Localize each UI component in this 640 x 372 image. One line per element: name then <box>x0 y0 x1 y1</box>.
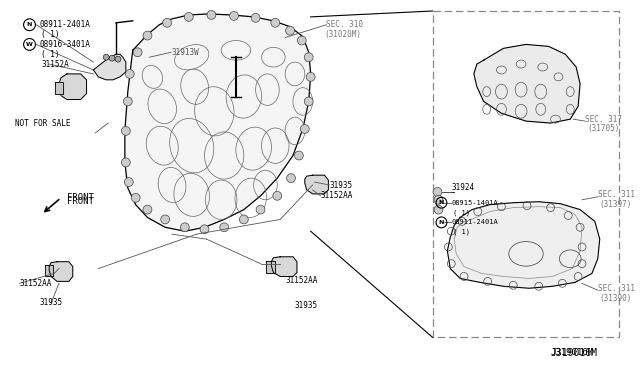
Circle shape <box>285 26 294 35</box>
Polygon shape <box>59 74 86 99</box>
Text: FRONT: FRONT <box>67 197 93 206</box>
Circle shape <box>273 192 282 200</box>
Circle shape <box>287 174 296 183</box>
Text: ( 1): ( 1) <box>42 30 60 39</box>
Circle shape <box>220 223 228 232</box>
Text: J319016M: J319016M <box>550 348 593 357</box>
Text: 31935: 31935 <box>295 301 318 311</box>
Text: NOT FOR SALE: NOT FOR SALE <box>15 119 70 128</box>
Circle shape <box>133 48 142 57</box>
Text: SEC. 310: SEC. 310 <box>326 20 364 29</box>
Circle shape <box>294 151 303 160</box>
Text: N: N <box>439 200 444 205</box>
Polygon shape <box>305 175 328 194</box>
Circle shape <box>271 18 280 27</box>
Polygon shape <box>45 264 53 276</box>
Text: J319016M: J319016M <box>550 348 598 358</box>
Circle shape <box>298 36 307 45</box>
Text: ( 1): ( 1) <box>453 229 470 235</box>
Circle shape <box>434 205 443 214</box>
Polygon shape <box>55 82 63 94</box>
Circle shape <box>163 18 172 27</box>
Text: SEC. 311: SEC. 311 <box>598 284 635 293</box>
Circle shape <box>434 195 443 204</box>
Text: FRONT: FRONT <box>67 193 93 202</box>
Circle shape <box>256 205 265 214</box>
Circle shape <box>300 125 309 134</box>
Circle shape <box>125 70 134 78</box>
Text: W: W <box>26 42 33 47</box>
Circle shape <box>207 10 216 19</box>
Text: (31397): (31397) <box>600 200 632 209</box>
Text: (31390): (31390) <box>600 294 632 302</box>
Text: ( 1): ( 1) <box>42 50 60 59</box>
Polygon shape <box>125 14 310 231</box>
Text: 08911-2401A: 08911-2401A <box>39 20 90 29</box>
Text: 08915-1401A: 08915-1401A <box>451 200 498 206</box>
Text: ( 1): ( 1) <box>453 209 470 216</box>
Polygon shape <box>271 257 297 276</box>
Circle shape <box>103 54 109 60</box>
Circle shape <box>180 223 189 232</box>
Circle shape <box>252 13 260 22</box>
Text: N: N <box>27 22 32 27</box>
Circle shape <box>143 205 152 214</box>
Text: SEC. 317: SEC. 317 <box>585 115 622 124</box>
Polygon shape <box>93 54 126 80</box>
Circle shape <box>122 158 131 167</box>
Circle shape <box>307 73 315 81</box>
Text: 08911-2401A: 08911-2401A <box>451 219 498 225</box>
Text: (31020M): (31020M) <box>324 30 362 39</box>
Circle shape <box>124 97 132 106</box>
Circle shape <box>304 53 313 62</box>
Circle shape <box>433 187 442 196</box>
Text: (31705): (31705) <box>587 125 620 134</box>
Text: 31935: 31935 <box>330 180 353 189</box>
Text: 31152AA: 31152AA <box>321 191 353 201</box>
Polygon shape <box>49 262 73 281</box>
Circle shape <box>143 31 152 40</box>
Text: 31152AA: 31152AA <box>20 279 52 288</box>
Circle shape <box>200 225 209 234</box>
Circle shape <box>124 178 133 186</box>
Circle shape <box>230 12 239 20</box>
Text: 31924: 31924 <box>451 183 474 192</box>
Text: 31913W: 31913W <box>171 48 199 57</box>
Polygon shape <box>447 202 600 288</box>
Text: 31152A: 31152A <box>42 60 69 68</box>
Circle shape <box>184 13 193 21</box>
Circle shape <box>109 55 115 61</box>
Circle shape <box>304 97 313 106</box>
Text: N: N <box>439 220 444 225</box>
Text: 31152AA: 31152AA <box>285 276 317 285</box>
Polygon shape <box>474 44 580 123</box>
Circle shape <box>161 215 170 224</box>
Circle shape <box>239 215 248 224</box>
Polygon shape <box>266 261 275 273</box>
Circle shape <box>122 126 131 135</box>
Text: 08916-3401A: 08916-3401A <box>39 40 90 49</box>
Circle shape <box>131 193 140 202</box>
Text: 31935: 31935 <box>39 298 63 308</box>
Text: SEC. 311: SEC. 311 <box>598 190 635 199</box>
Bar <box>433 11 620 337</box>
Circle shape <box>115 56 121 62</box>
